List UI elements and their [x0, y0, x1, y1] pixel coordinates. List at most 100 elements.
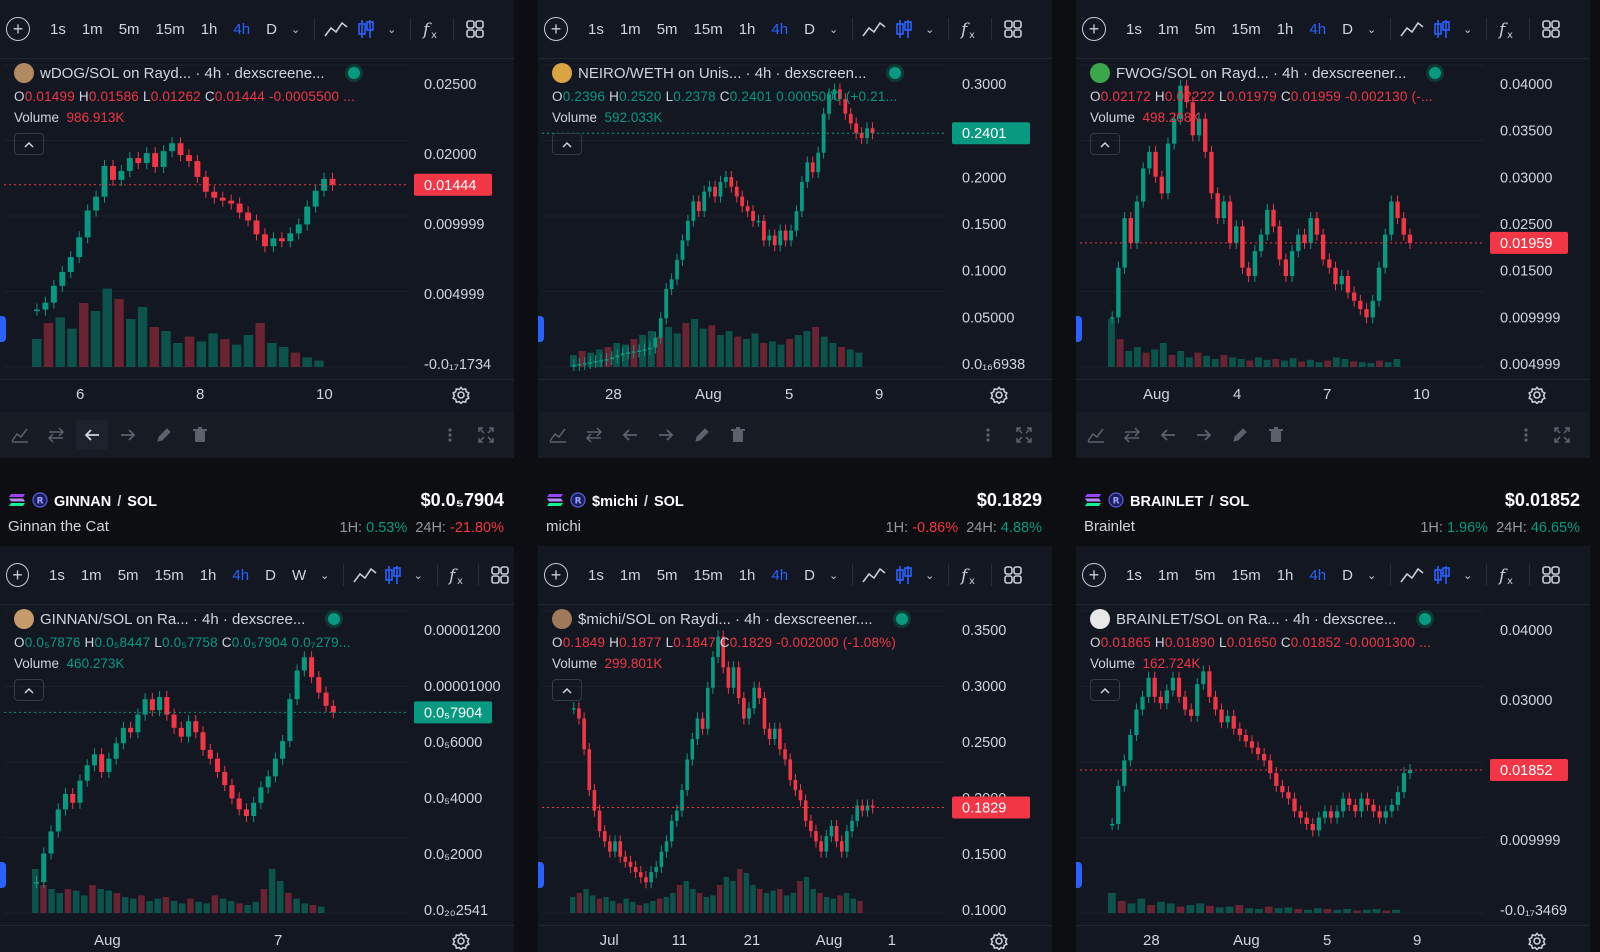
side-panel-handle[interactable] [0, 316, 6, 342]
gear-icon[interactable] [452, 932, 470, 952]
redo-arrow-right-icon[interactable] [112, 420, 144, 450]
indicator-icon[interactable] [542, 420, 574, 450]
trash-icon[interactable] [722, 420, 754, 450]
chevron-down-icon[interactable]: ⌄ [828, 23, 839, 36]
time-axis[interactable]: 28 Aug 5 9 [1076, 925, 1590, 952]
timeframe-1m[interactable]: 1m [1157, 20, 1179, 38]
timeframe-4h[interactable]: 4h [233, 20, 251, 38]
trash-icon[interactable] [1260, 420, 1292, 450]
timeframe-15m[interactable]: 15m [693, 566, 723, 584]
timeframe-1s[interactable]: 1s [49, 566, 65, 584]
pair-info-bar[interactable]: R GINNAN / SOL Ginnan the Cat $0.0₅7904 … [0, 478, 514, 546]
trash-icon[interactable] [184, 420, 216, 450]
add-symbol-icon[interactable]: + [1082, 17, 1106, 41]
candles-icon[interactable] [1427, 560, 1457, 590]
timeframe-5m[interactable]: 5m [1194, 20, 1216, 38]
pair-info-bar[interactable]: R $michi / SOL michi $0.1829 1H: -0.86% … [538, 478, 1052, 546]
undo-arrow-left-icon[interactable] [1152, 420, 1184, 450]
expand-icon[interactable] [470, 420, 502, 450]
timeframe-1s[interactable]: 1s [1126, 566, 1142, 584]
timeframe-15m[interactable]: 15m [155, 20, 185, 38]
timeframe-D[interactable]: D [266, 20, 277, 38]
collapse-legend-button[interactable] [14, 133, 44, 155]
gear-icon[interactable] [990, 932, 1008, 952]
timeframe-D[interactable]: D [804, 566, 815, 584]
more-icon[interactable] [1510, 420, 1542, 450]
chevron-down-icon[interactable]: ⌄ [320, 569, 330, 582]
chevron-down-icon[interactable]: ⌄ [387, 23, 397, 36]
side-panel-handle[interactable] [538, 862, 544, 888]
timeframe-4h[interactable]: 4h [232, 566, 250, 584]
layout-icon[interactable] [1536, 14, 1566, 44]
swap-icon[interactable] [578, 420, 610, 450]
expand-icon[interactable] [1546, 420, 1578, 450]
add-symbol-icon[interactable]: + [544, 17, 568, 41]
line-chart-icon[interactable] [350, 560, 379, 590]
layout-icon[interactable] [998, 14, 1028, 44]
timeframe-W[interactable]: W [291, 566, 307, 584]
pair-info-bar[interactable]: R BRAINLET / SOL Brainlet $0.01852 1H: 1… [1076, 478, 1590, 546]
chevron-down-icon[interactable]: ⌄ [1463, 569, 1473, 582]
gear-icon[interactable] [452, 386, 470, 408]
timeframe-1m[interactable]: 1m [1157, 566, 1179, 584]
timeframe-1s[interactable]: 1s [1126, 20, 1142, 38]
timeframe-4h[interactable]: 4h [771, 20, 789, 38]
time-axis[interactable]: Aug 7 [0, 925, 514, 952]
price-chart[interactable]: wDOG/SOL on Rayd... · 4h · dexscreene...… [0, 59, 514, 379]
line-chart-icon[interactable] [859, 14, 889, 44]
candles-icon[interactable] [1427, 14, 1457, 44]
layout-icon[interactable] [485, 560, 514, 590]
timeframe-1m[interactable]: 1m [81, 20, 103, 38]
line-chart-icon[interactable] [1397, 14, 1427, 44]
gear-icon[interactable] [990, 386, 1008, 408]
chevron-down-icon[interactable]: ⌄ [1366, 569, 1377, 582]
redo-arrow-right-icon[interactable] [650, 420, 682, 450]
time-axis[interactable]: Aug 4 7 10 [1076, 379, 1590, 414]
side-panel-handle[interactable] [1076, 862, 1082, 888]
candles-icon[interactable] [889, 560, 919, 590]
timeframe-D[interactable]: D [1342, 566, 1353, 584]
layout-icon[interactable] [460, 14, 490, 44]
chevron-down-icon[interactable]: ⌄ [925, 569, 935, 582]
timeframe-1h[interactable]: 1h [1276, 20, 1294, 38]
layout-icon[interactable] [1536, 560, 1566, 590]
chevron-down-icon[interactable]: ⌄ [1366, 23, 1377, 36]
side-panel-handle[interactable] [0, 862, 6, 888]
add-symbol-icon[interactable]: + [6, 563, 29, 587]
gear-icon[interactable] [1528, 932, 1546, 952]
chevron-down-icon[interactable]: ⌄ [925, 23, 935, 36]
add-symbol-icon[interactable]: + [544, 563, 568, 587]
timeframe-15m[interactable]: 15m [154, 566, 184, 584]
collapse-legend-button[interactable] [1090, 133, 1120, 155]
timeframe-1h[interactable]: 1h [738, 566, 756, 584]
collapse-legend-button[interactable] [1090, 679, 1120, 701]
indicator-icon[interactable] [4, 420, 36, 450]
chevron-down-icon[interactable]: ⌄ [828, 569, 839, 582]
chevron-down-icon[interactable]: ⌄ [290, 23, 301, 36]
line-chart-icon[interactable] [859, 560, 889, 590]
indicator-icon[interactable] [1080, 420, 1112, 450]
more-icon[interactable] [434, 420, 466, 450]
timeframe-15m[interactable]: 15m [693, 20, 723, 38]
timeframe-4h[interactable]: 4h [1309, 20, 1327, 38]
candles-icon[interactable] [351, 14, 381, 44]
swap-icon[interactable] [40, 420, 72, 450]
timeframe-1m[interactable]: 1m [619, 566, 641, 584]
time-axis[interactable]: 28 Aug 5 9 [538, 379, 1052, 414]
pencil-icon[interactable] [1224, 420, 1256, 450]
timeframe-15m[interactable]: 15m [1231, 566, 1261, 584]
timeframe-D[interactable]: D [804, 20, 815, 38]
timeframe-5m[interactable]: 5m [118, 20, 140, 38]
pencil-icon[interactable] [686, 420, 718, 450]
price-chart[interactable]: BRAINLET/SOL on Ra... · 4h · dexscree...… [1076, 605, 1590, 925]
timeframe-1s[interactable]: 1s [50, 20, 66, 38]
gear-icon[interactable] [1528, 386, 1546, 408]
timeframe-5m[interactable]: 5m [117, 566, 139, 584]
more-icon[interactable] [972, 420, 1004, 450]
timeframe-5m[interactable]: 5m [1194, 566, 1216, 584]
timeframe-1s[interactable]: 1s [588, 20, 604, 38]
time-axis[interactable]: Jul 11 21 Aug 1 [538, 925, 1052, 952]
timeframe-4h[interactable]: 4h [1309, 566, 1327, 584]
side-panel-handle[interactable] [1076, 316, 1082, 342]
